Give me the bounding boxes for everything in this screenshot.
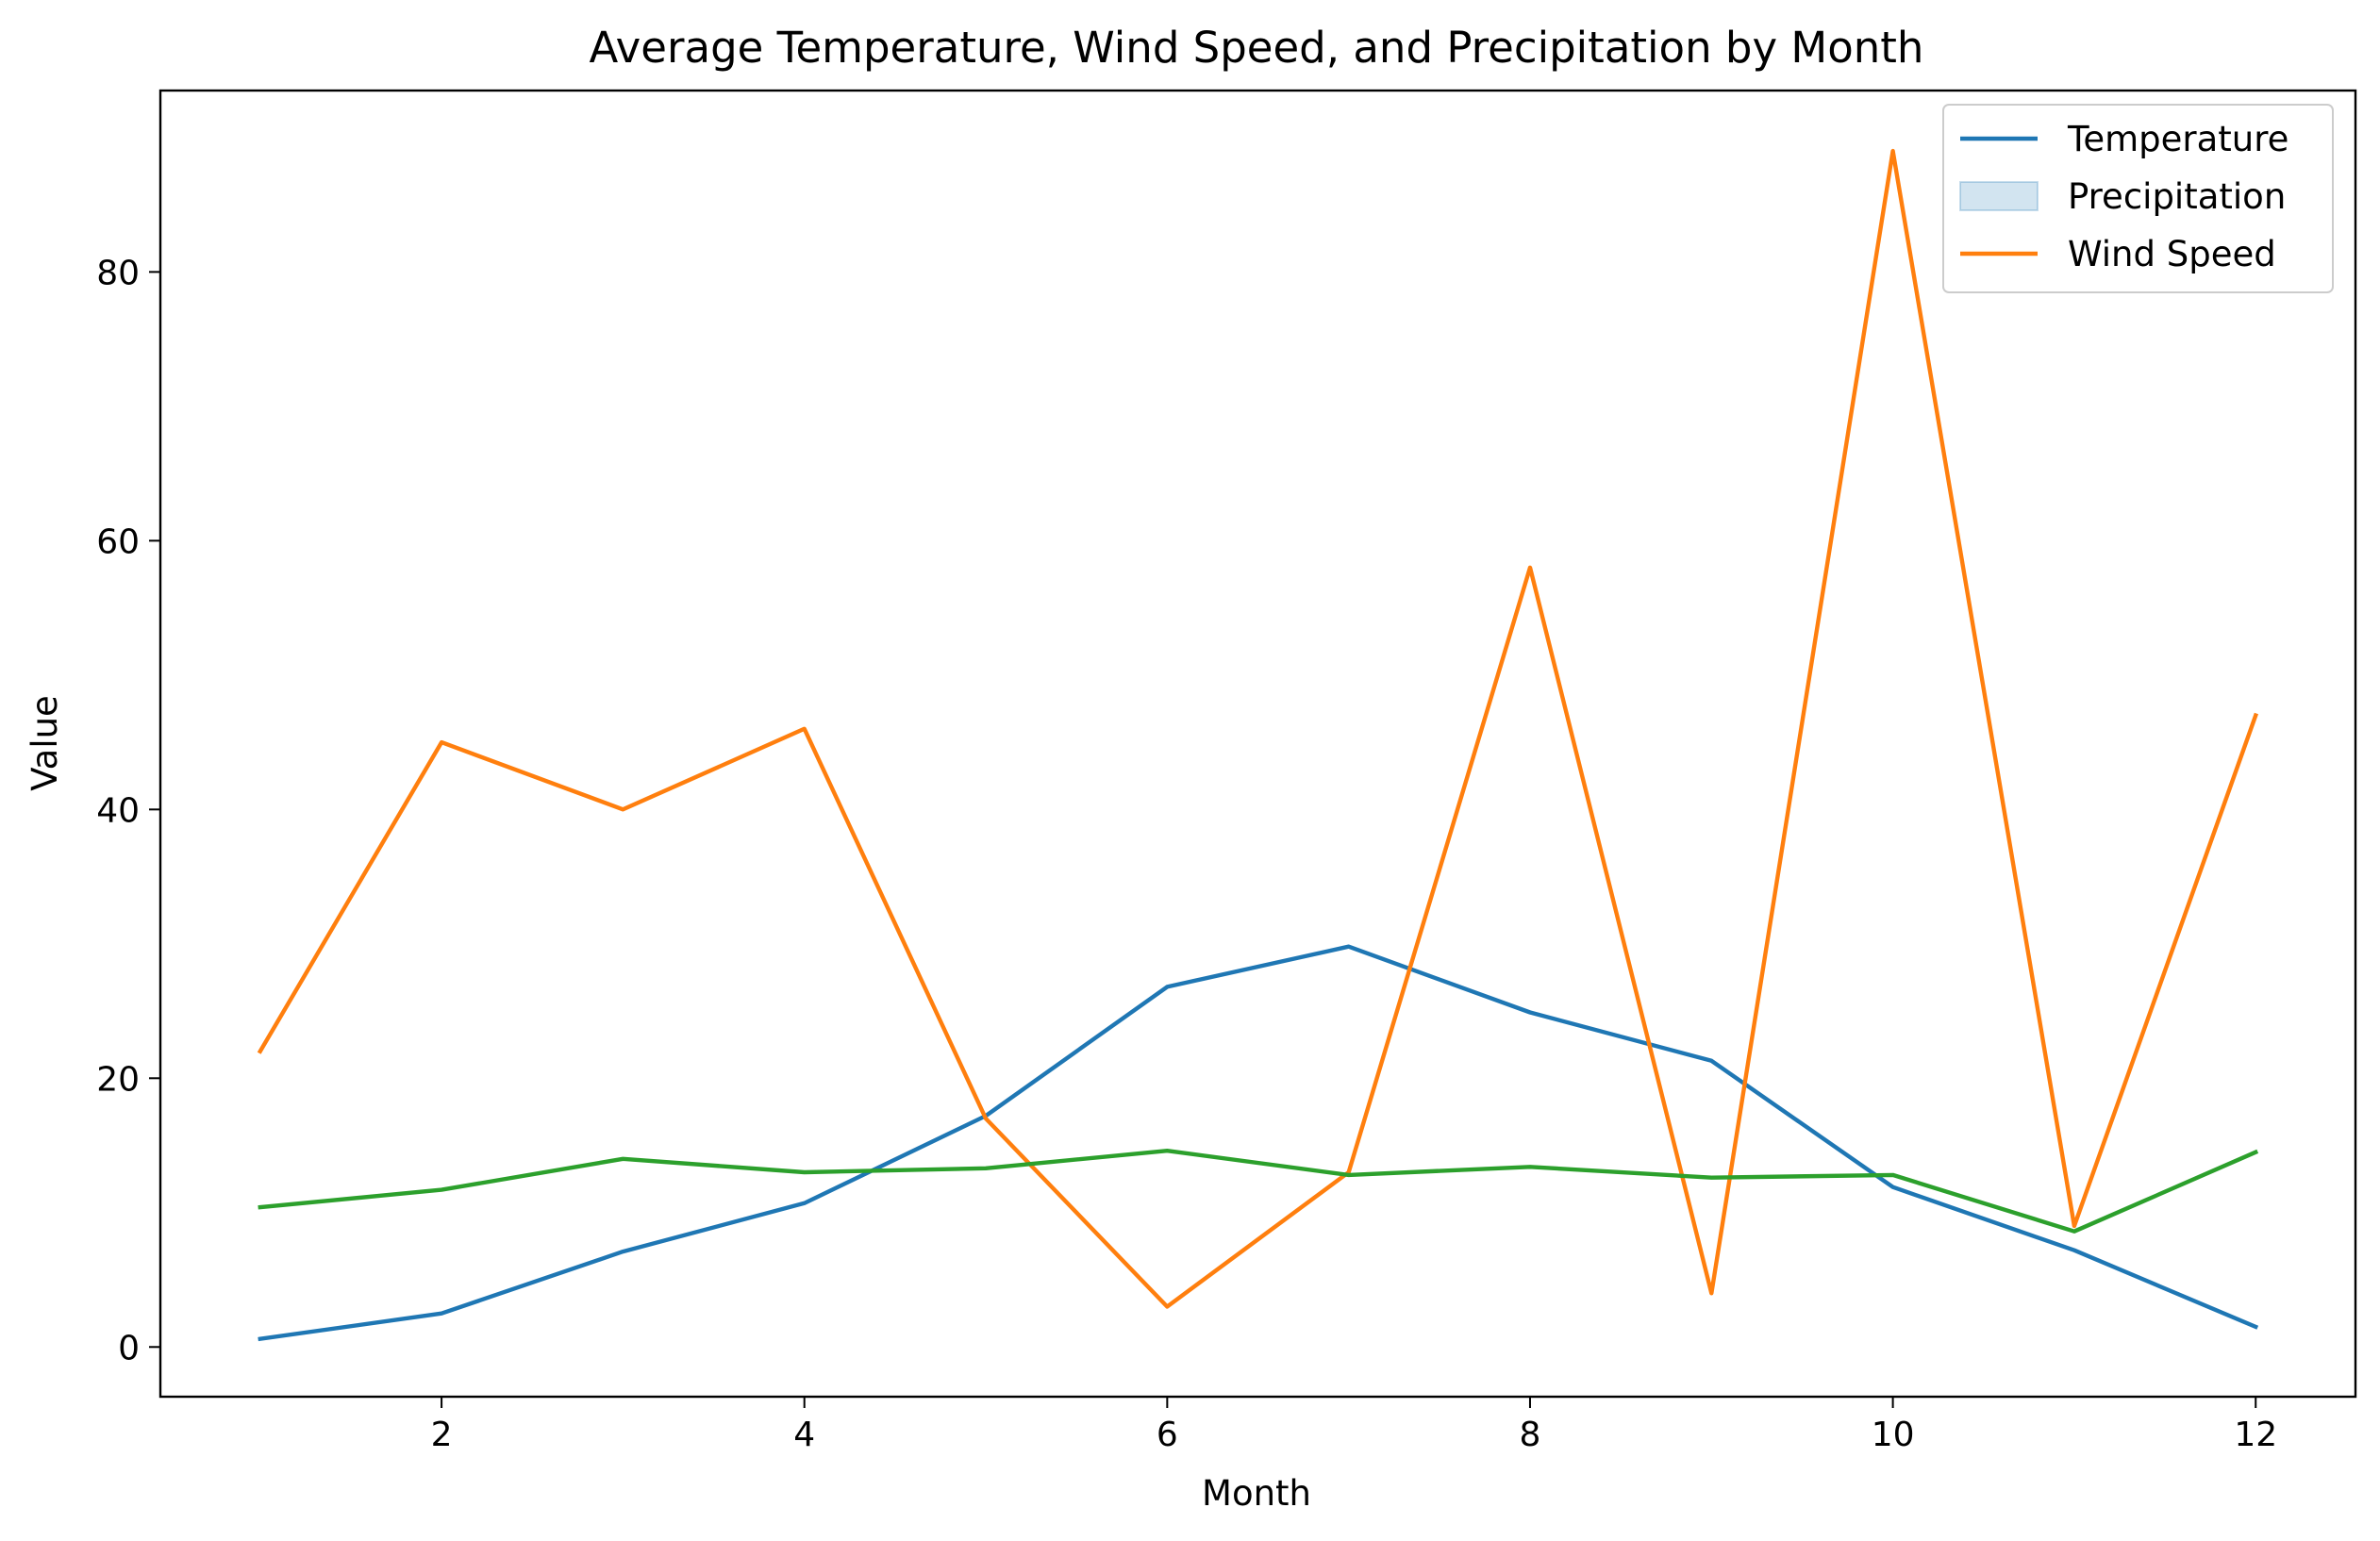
data-point bbox=[1346, 1172, 1352, 1178]
data-point bbox=[1890, 1172, 1896, 1178]
data-point bbox=[258, 1204, 263, 1210]
x-tick-label: 8 bbox=[1520, 1416, 1541, 1454]
data-point bbox=[2253, 713, 2258, 719]
data-point bbox=[439, 739, 444, 745]
data-point bbox=[2072, 1223, 2077, 1229]
x-axis: 2 4 6 8 10 12 bbox=[431, 1397, 2277, 1454]
data-point bbox=[2253, 1324, 2258, 1330]
data-point bbox=[1890, 1185, 1896, 1190]
data-point bbox=[258, 1049, 263, 1054]
data-point bbox=[439, 1187, 444, 1193]
y-axis-label: Value bbox=[25, 695, 65, 791]
series-layer bbox=[257, 148, 2259, 1342]
data-point bbox=[2253, 1150, 2258, 1155]
data-point bbox=[1164, 984, 1170, 989]
chart-title: Average Temperature, Wind Speed, and Pre… bbox=[590, 23, 1924, 73]
data-point bbox=[802, 726, 807, 732]
data-point bbox=[2072, 1229, 2077, 1234]
data-point bbox=[1164, 1304, 1170, 1310]
legend-label-temperature: Temperature bbox=[2067, 119, 2288, 159]
legend-label-precipitation: Precipitation bbox=[2068, 176, 2286, 217]
data-point bbox=[1708, 1058, 1714, 1064]
data-point bbox=[983, 1116, 989, 1121]
data-point bbox=[1527, 565, 1533, 571]
data-point bbox=[1708, 1290, 1714, 1296]
x-tick-label: 10 bbox=[1872, 1416, 1915, 1454]
data-point bbox=[1527, 1010, 1533, 1016]
legend-box bbox=[1942, 104, 2334, 293]
data-point bbox=[1890, 148, 1896, 154]
series-line-wind-speed bbox=[257, 148, 2259, 1309]
data-point bbox=[620, 1156, 625, 1162]
y-tick-label: 20 bbox=[96, 1060, 140, 1099]
y-tick-label: 80 bbox=[96, 254, 140, 292]
series-line-temperature bbox=[258, 944, 2259, 1342]
data-point bbox=[983, 1166, 989, 1171]
legend: Temperature Precipitation Wind Speed bbox=[1942, 104, 2334, 293]
y-tick-label: 0 bbox=[118, 1329, 140, 1367]
y-tick-label: 40 bbox=[96, 791, 140, 830]
data-point bbox=[2072, 1248, 2077, 1253]
data-point bbox=[1346, 944, 1352, 950]
plot-frame bbox=[158, 89, 2357, 1399]
legend-swatch-precipitation bbox=[1959, 181, 2039, 211]
data-point bbox=[620, 1249, 625, 1254]
data-point bbox=[802, 1201, 807, 1206]
data-point bbox=[1164, 1148, 1170, 1153]
y-tick-label: 60 bbox=[96, 522, 140, 561]
data-point bbox=[1708, 1175, 1714, 1181]
data-point bbox=[258, 1336, 263, 1342]
data-point bbox=[802, 1169, 807, 1175]
y-axis: 0 20 40 60 80 bbox=[96, 254, 160, 1367]
x-tick-label: 4 bbox=[793, 1416, 815, 1454]
data-point bbox=[620, 806, 625, 812]
x-axis-label: Month bbox=[1202, 1473, 1311, 1514]
x-tick-label: 6 bbox=[1157, 1416, 1178, 1454]
data-point bbox=[1527, 1164, 1533, 1169]
x-tick-label: 2 bbox=[431, 1416, 453, 1454]
x-tick-label: 12 bbox=[2234, 1416, 2277, 1454]
legend-label-wind-speed: Wind Speed bbox=[2068, 234, 2276, 274]
data-point bbox=[439, 1311, 444, 1317]
series-line-series-3 bbox=[258, 1148, 2259, 1234]
